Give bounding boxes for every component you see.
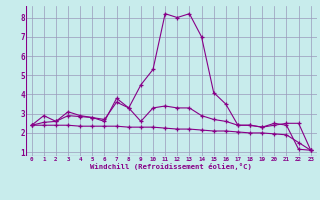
X-axis label: Windchill (Refroidissement éolien,°C): Windchill (Refroidissement éolien,°C)	[90, 163, 252, 170]
